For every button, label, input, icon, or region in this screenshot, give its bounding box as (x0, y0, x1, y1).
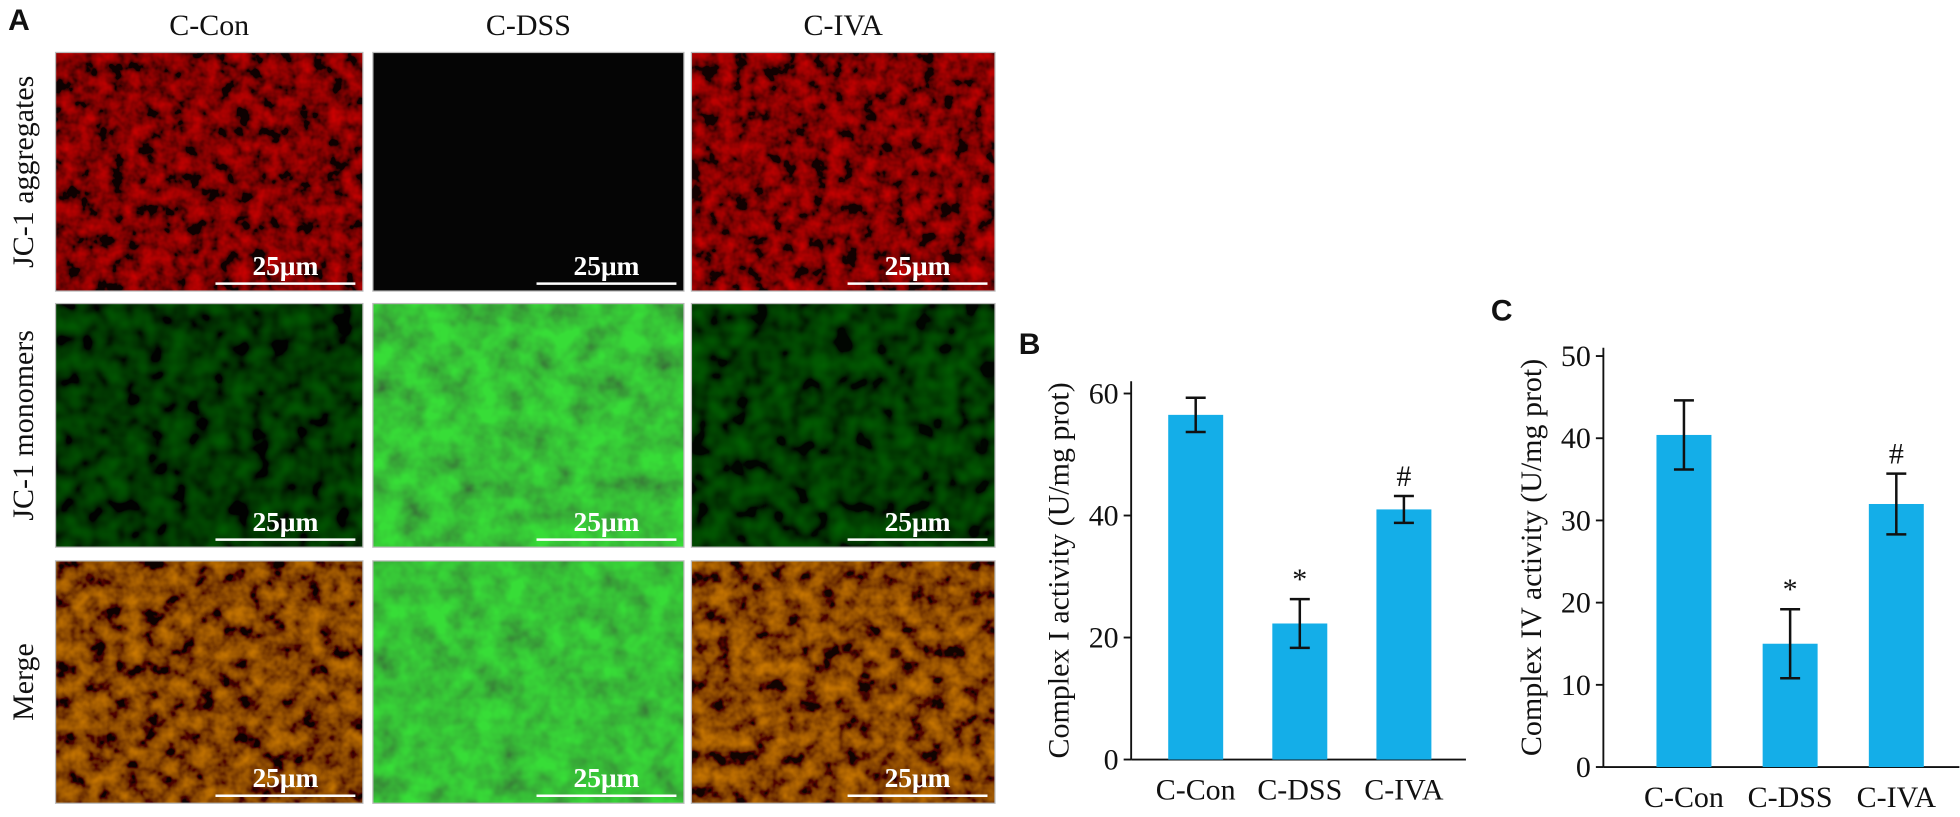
micrograph-texture (372, 560, 684, 804)
panel-letter: C (1491, 294, 1513, 327)
y-tick-label: 40 (1561, 422, 1591, 455)
micrograph-border (54, 302, 364, 548)
scale-bar-label: 25μm (252, 507, 318, 537)
x-tick-label: C-DSS (1748, 781, 1833, 814)
y-tick-label: 50 (1561, 340, 1591, 373)
column-label: C-IVA (804, 9, 884, 42)
y-axis-label: Complex I activity (U/mg prot) (1043, 382, 1076, 758)
error-bar (1393, 494, 1414, 525)
significance-mark: # (1396, 460, 1411, 493)
x-tick-label: C-Con (1156, 774, 1236, 807)
micrograph-texture (55, 560, 363, 804)
panel-letter: B (1019, 328, 1041, 361)
micrograph-texture (691, 560, 995, 804)
error-bar (1780, 607, 1801, 680)
micrograph-border (54, 51, 364, 292)
panel-letter: A (8, 4, 30, 37)
micrograph-border (54, 560, 364, 804)
micrograph-texture (691, 303, 995, 548)
scale-bar-label: 25μm (885, 251, 951, 281)
y-tick-label: 0 (1576, 751, 1591, 784)
micrograph-border (372, 51, 685, 292)
bar (1168, 414, 1224, 760)
micrograph-border (372, 302, 685, 548)
micrograph-texture (691, 52, 995, 292)
y-tick-label: 10 (1561, 669, 1591, 702)
x-tick-label: C-Con (1644, 781, 1724, 814)
bar (1656, 434, 1712, 768)
row-label: Merge (7, 643, 40, 721)
y-tick-label: 40 (1089, 500, 1119, 533)
y-tick-label: 20 (1089, 622, 1119, 655)
scale-bar-label: 25μm (252, 251, 318, 281)
x-tick-label: C-IVA (1857, 781, 1937, 814)
error-bar (1673, 399, 1694, 471)
micrograph-texture (55, 303, 363, 548)
column-label: C-Con (169, 9, 249, 42)
bar (1376, 509, 1432, 760)
scale-bar-label: 25μm (574, 507, 640, 537)
y-tick-label: 20 (1561, 587, 1591, 620)
micrograph (372, 52, 684, 292)
y-tick-label: 60 (1089, 378, 1119, 411)
micrograph-border (690, 560, 996, 804)
scale-bar-label: 25μm (885, 507, 951, 537)
scale-bar-label: 25μm (885, 763, 951, 793)
y-tick-label: 0 (1104, 744, 1119, 777)
row-label: JC-1 monomers (7, 330, 40, 521)
y-tick-label: 30 (1561, 504, 1591, 537)
micrograph-border (372, 560, 685, 804)
x-tick-label: C-IVA (1364, 774, 1444, 807)
micrograph-texture (372, 303, 684, 548)
micrograph-border (690, 302, 996, 548)
micrograph-border (690, 51, 996, 292)
significance-mark: * (1292, 563, 1307, 596)
significance-mark: # (1889, 438, 1904, 471)
micrograph-texture (55, 52, 363, 292)
significance-mark: * (1783, 573, 1798, 606)
error-bar (1289, 597, 1310, 650)
y-axis-label: Complex IV activity (U/mg prot) (1515, 359, 1548, 756)
bar (1868, 503, 1924, 768)
scale-bar-label: 25μm (574, 251, 640, 281)
scale-bar-label: 25μm (574, 763, 640, 793)
error-bar (1185, 396, 1206, 434)
scale-bar-label: 25μm (252, 763, 318, 793)
x-tick-label: C-DSS (1257, 774, 1342, 807)
row-label: JC-1 aggregates (7, 76, 40, 268)
column-label: C-DSS (486, 9, 571, 42)
error-bar (1886, 472, 1907, 536)
